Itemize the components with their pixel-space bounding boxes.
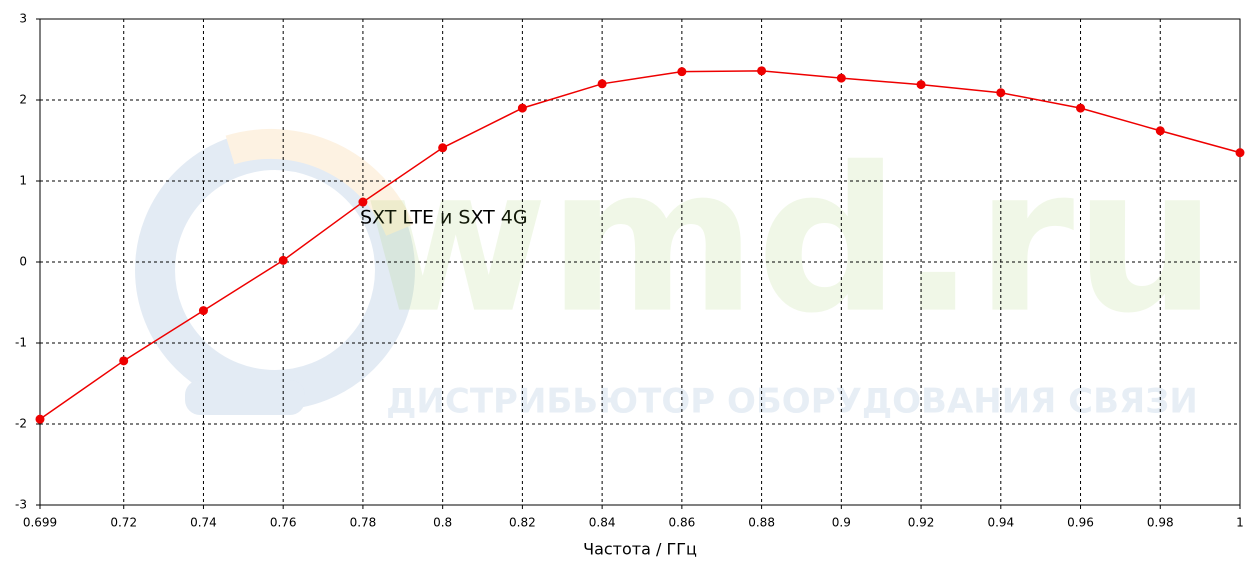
x-tick-label: 0.72: [110, 516, 137, 530]
x-tick-label: 0.699: [23, 516, 57, 530]
data-point: [757, 66, 767, 76]
x-tick-label: 1: [1236, 516, 1244, 530]
x-axis-label: Частота / ГГц: [583, 540, 697, 559]
x-tick-label: 0.86: [669, 516, 696, 530]
y-tick-label: -2: [15, 417, 27, 431]
plot-frame: [39, 18, 1241, 506]
watermark-logo: wmd.ru: [363, 125, 1216, 358]
x-tick-label: 0.94: [987, 516, 1014, 530]
data-point: [996, 88, 1006, 98]
data-point: [677, 67, 687, 77]
data-point: [1076, 103, 1086, 113]
x-tick-label: 0.76: [270, 516, 297, 530]
x-tick-label: 0.98: [1147, 516, 1174, 530]
x-tick-label: 0.88: [748, 516, 775, 530]
y-tick-label: 2: [19, 93, 27, 107]
data-point: [278, 255, 288, 265]
data-point: [1235, 148, 1245, 158]
x-tick-label: 0.96: [1067, 516, 1094, 530]
data-point: [597, 79, 607, 89]
data-point: [438, 143, 448, 153]
data-point: [836, 73, 846, 83]
data-point: [1155, 126, 1165, 136]
x-tick-label: 0.82: [509, 516, 536, 530]
watermark-tagline: ДИСТРИБЬЮТОР ОБОРУДОВАНИЯ СВЯЗИ: [386, 382, 1198, 422]
data-line: [39, 70, 1241, 420]
y-tick-label: -1: [15, 336, 27, 350]
data-point: [517, 103, 527, 113]
y-tick-label: -3: [15, 498, 27, 512]
data-point: [358, 197, 368, 207]
y-tick-label: 0: [19, 255, 27, 269]
x-tick-label: 0.92: [908, 516, 935, 530]
x-tick-label: 0.74: [190, 516, 217, 530]
data-point: [198, 306, 208, 316]
x-tick-label: 0.8: [433, 516, 452, 530]
x-tick-label: 0.9: [832, 516, 851, 530]
x-tick-label: 0.78: [350, 516, 377, 530]
data-point: [916, 80, 926, 90]
annotation: SXT LTE и SXT 4G: [360, 207, 528, 229]
watermark-shapes: [135, 128, 415, 415]
data-point: [119, 356, 129, 366]
y-tick-label: 1: [19, 174, 27, 188]
y-tick-label: 3: [19, 12, 27, 26]
data-point: [35, 414, 45, 424]
x-tick-label: 0.84: [589, 516, 616, 530]
